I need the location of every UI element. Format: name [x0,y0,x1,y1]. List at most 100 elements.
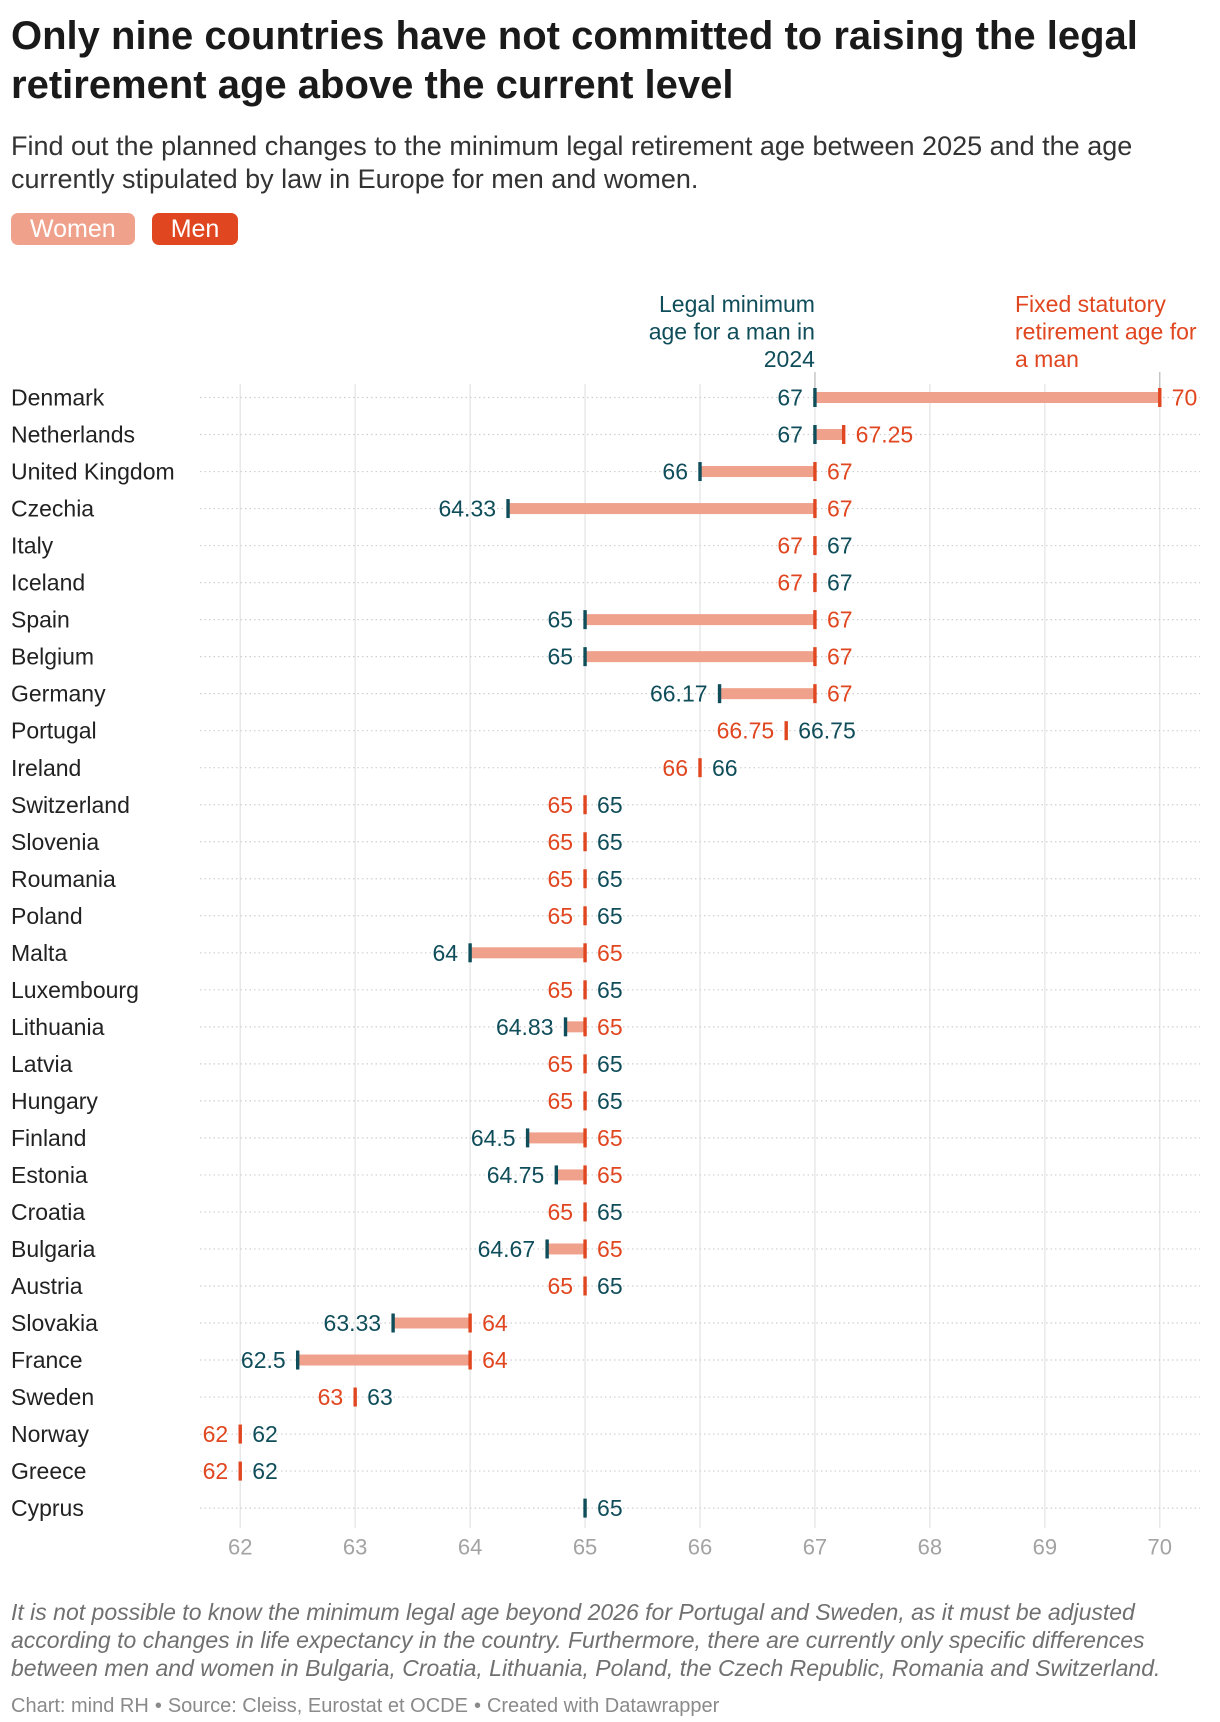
statutory-age-tick [468,1313,472,1333]
statutory-age-value-label: 65 [547,1273,573,1299]
country-label: Bulgaria [11,1236,96,1262]
credit-source: Source: Cleiss, Eurostat et OCDE [167,1695,468,1717]
legal-minimum-tick [717,684,722,704]
legal-minimum-tick [506,499,510,519]
country-label: Switzerland [11,792,130,818]
legal-minimum-tick [545,1239,549,1259]
range-bar [565,1021,586,1033]
country-label: Spain [11,607,70,633]
country-label: Lithuania [11,1014,105,1040]
legend-pill-men: Men [151,213,239,245]
statutory-age-value-label: 67 [827,644,853,670]
country-label: Finland [11,1125,86,1151]
country-label: Poland [11,903,83,929]
statutory-age-value-label: 70 [1172,385,1198,411]
statutory-age-value-label: 67 [827,607,853,633]
statutory-age-value-label: 62 [203,1421,229,1447]
legal-minimum-value-label: 62 [252,1458,278,1484]
statutory-age-tick [813,573,817,593]
legal-minimum-value-label: 64.67 [478,1236,536,1262]
statutory-age-tick [813,647,817,667]
chart-notes: It is not possible to know the minimum l… [11,1599,1161,1681]
legal-minimum-value-label: 66.17 [650,681,708,707]
range-bar [814,429,844,441]
statutory-age-value-label: 65 [547,1199,573,1225]
statutory-age-value-label: 65 [547,792,573,818]
credit-separator: • [473,1695,481,1717]
chart-title: Only nine countries have not committed t… [11,14,1138,107]
statutory-age-value-label: 62 [203,1458,229,1484]
credit-byline: Chart: mind RH [11,1695,149,1717]
statutory-age-tick [583,1165,587,1185]
country-label: Croatia [11,1199,85,1225]
statutory-age-tick [583,980,587,1000]
legal-minimum-value-label: 65 [597,866,623,892]
created-with-datawrapper-link[interactable]: Created with Datawrapper [486,1695,720,1717]
legal-minimum-value-label: 65 [597,1273,623,1299]
range-bar [527,1132,586,1144]
legal-minimum-tick [813,425,817,445]
range-bar [470,947,586,959]
range-bar [393,1317,471,1329]
statutory-age-tick [468,1350,472,1370]
statutory-age-value-label: 67 [777,533,803,559]
legal-minimum-value-label: 65 [597,977,623,1003]
country-label: Latvia [11,1051,73,1077]
statutory-age-tick [583,1017,587,1037]
legal-minimum-value-label: 65 [547,644,573,670]
statutory-age-tick [583,832,587,852]
legal-minimum-value-label: 65 [597,1495,623,1521]
country-label: Belgium [11,644,94,670]
country-label: France [11,1347,83,1373]
chart-credit: Chart: mind RH • Source: Cleiss, Eurostat … [11,1694,1209,1718]
legal-minimum-tick [583,610,587,630]
legal-minimum-tick [698,462,702,482]
statutory-age-tick [583,1091,587,1111]
country-label: Czechia [11,496,94,522]
statutory-age-value-label: 64 [482,1310,508,1336]
legal-minimum-value-label: 62 [252,1421,278,1447]
country-labels: Denmark Netherlands United Kingdom Czechia I… [11,385,175,1522]
statutory-age-value-label: 66.75 [717,718,775,744]
statutory-age-tick [813,462,817,482]
legal-minimum-value-label: 63.33 [324,1310,382,1336]
statutory-age-tick [353,1387,357,1407]
statutory-age-tick [583,1054,587,1074]
legal-minimum-tick [813,388,817,407]
x-tick-label: 66 [688,1535,712,1560]
legal-minimum-value-label: 67 [777,385,803,411]
annotation-fixed-statutory-line: retirement age for [1015,319,1197,345]
statutory-age-tick [583,1239,587,1259]
legal-minimum-value-label: 62.5 [241,1347,286,1373]
legal-minimum-value-label: 64.5 [471,1125,516,1151]
legal-minimum-tick [468,943,472,963]
x-tick-label: 69 [1033,1535,1057,1560]
legal-minimum-value-label: 66 [712,755,738,781]
range-bar [585,651,815,663]
range-bar [585,614,815,626]
x-tick-label: 65 [573,1535,597,1560]
legal-minimum-tick [583,647,587,667]
legal-minimum-value-label: 66 [662,459,688,485]
country-label: Denmark [11,385,105,411]
legal-minimum-tick [563,1017,568,1037]
country-label: Norway [11,1421,89,1447]
statutory-age-tick [813,610,817,630]
country-label: Malta [11,940,67,966]
legal-minimum-value-label: 64 [433,940,459,966]
country-label: Germany [11,681,106,707]
legal-minimum-value-label: 65 [547,607,573,633]
statutory-age-tick [784,721,788,741]
x-tick-label: 70 [1148,1535,1172,1560]
x-tick-label: 68 [918,1535,942,1560]
statutory-age-value-label: 65 [597,1162,623,1188]
annotation-legal-minimum-line: age for a man in [649,319,815,345]
statutory-age-value-label: 67 [827,496,853,522]
statutory-age-tick [813,684,817,704]
statutory-age-tick [1158,388,1162,407]
legal-minimum-tick [554,1165,559,1185]
country-label: Netherlands [11,422,135,448]
legal-minimum-value-label: 67 [827,533,853,559]
value-tick-marks [238,388,1162,1518]
statutory-age-tick [583,1202,587,1222]
